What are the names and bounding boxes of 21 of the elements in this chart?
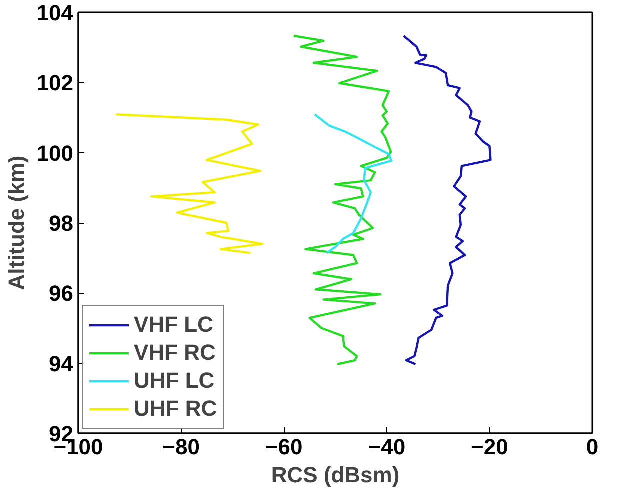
line-series (314, 113, 393, 254)
line-series (292, 34, 392, 366)
line-series (402, 34, 492, 366)
legend-label: VHF RC (134, 340, 216, 366)
y-tick-label: 102 (36, 70, 74, 96)
line-series (114, 113, 264, 254)
x-tick-label: −40 (368, 434, 406, 460)
y-tick-label: 96 (49, 281, 74, 306)
x-axis-title: RCS (dBsm) (271, 462, 400, 488)
x-tick-label: −20 (471, 434, 508, 460)
x-tick-label: 0 (586, 434, 599, 460)
y-tick-label: 98 (49, 211, 74, 236)
y-axis-title: Altitude (km) (4, 156, 29, 290)
legend-label: UHF RC (134, 396, 218, 422)
legend-label: UHF LC (134, 368, 215, 394)
x-tick-label: −80 (162, 434, 200, 460)
y-tick-label: 94 (49, 351, 74, 376)
x-tick-label: −60 (265, 434, 303, 460)
y-tick-label: 100 (36, 140, 74, 166)
y-tick-label: 104 (36, 0, 74, 26)
legend-label: VHF LC (134, 312, 214, 338)
